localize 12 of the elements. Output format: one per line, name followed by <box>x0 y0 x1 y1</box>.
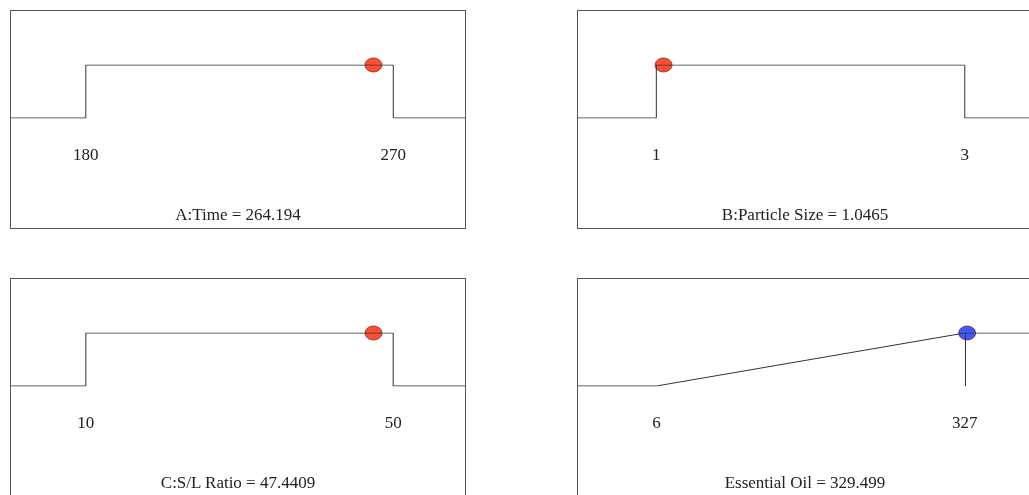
x-axis-title: Essential Oil = 329.499 <box>724 473 886 492</box>
x-tick-label: 6 <box>652 413 661 432</box>
x-axis-title: B:Particle Size = 1.0465 <box>721 205 889 224</box>
x-tick-label: 270 <box>380 145 407 164</box>
x-tick-label: 327 <box>952 413 979 432</box>
x-axis-title: A:Time = 264.194 <box>175 205 302 224</box>
x-tick-label: 3 <box>960 145 970 164</box>
x-tick-label: 50 <box>384 413 402 432</box>
x-axis-title: C:S/L Ratio = 47.4409 <box>160 473 316 492</box>
x-tick-label: 180 <box>73 145 99 164</box>
x-tick-label: 1 <box>652 145 661 164</box>
x-tick-label: 10 <box>77 413 95 432</box>
